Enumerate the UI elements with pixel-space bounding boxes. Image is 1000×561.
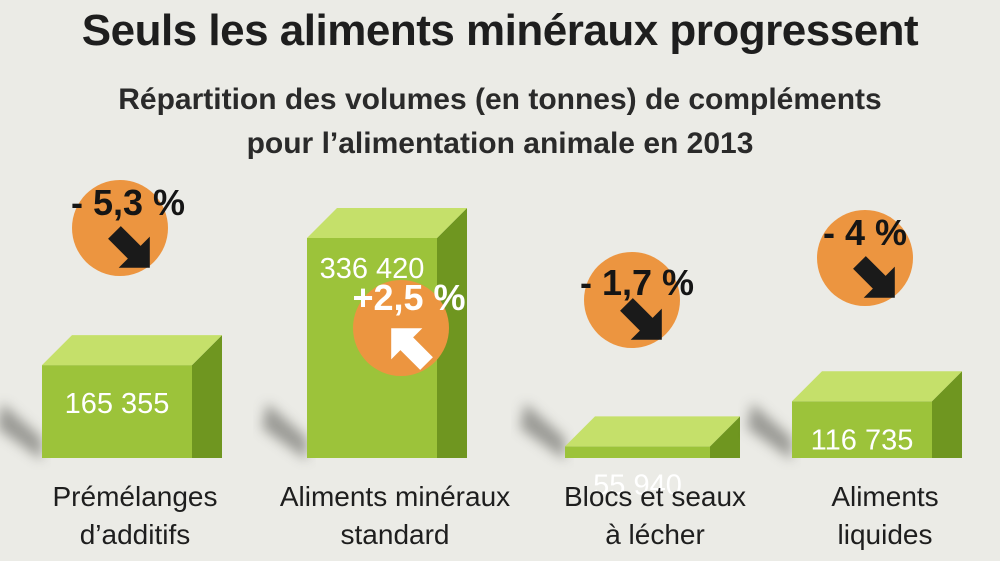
bar xyxy=(792,401,932,458)
change-label: +2,5 % xyxy=(352,277,465,318)
category-label-liquides: Aliments liquides xyxy=(760,478,1000,554)
arrow-shape xyxy=(620,298,662,340)
bar-value-label: 336 420 xyxy=(320,253,425,285)
bar-side xyxy=(192,335,222,458)
bar-side xyxy=(932,371,962,458)
category-label-line: Aliments minéraux xyxy=(279,481,511,512)
bar-value-label: 55 940 xyxy=(593,469,682,501)
category-label-line: standard xyxy=(340,519,450,550)
category-label-line: Prémélanges xyxy=(52,481,218,512)
category-label-line: à lécher xyxy=(605,519,705,550)
category-label-line: liquides xyxy=(837,519,933,550)
bar-value-label: 165 355 xyxy=(65,388,170,420)
change-label: - 1,7 % xyxy=(580,262,694,303)
bar-shadow xyxy=(747,403,792,460)
category-label-mineraux: Aliments minéraux standard xyxy=(270,478,520,554)
subtitle-line-2: pour l’alimentation animale en 2013 xyxy=(246,127,754,160)
category-label-line: Blocs et seaux xyxy=(563,481,747,512)
arrow-down-icon xyxy=(108,226,150,268)
arrow-down-icon xyxy=(853,256,895,298)
bar xyxy=(42,365,192,458)
category-label-line: d’additifs xyxy=(79,519,191,550)
bar-side xyxy=(710,416,740,458)
bar-top xyxy=(792,371,962,402)
bar-top xyxy=(42,335,222,366)
bar-shadow xyxy=(262,403,307,460)
chart-subtitle: Répartition des volumes (en tonnes) de c… xyxy=(0,78,1000,166)
bar-top xyxy=(307,208,467,238)
bar-top xyxy=(565,416,740,447)
arrow-up-icon xyxy=(391,328,433,370)
bar-shadow xyxy=(0,403,42,460)
arrow-down-icon xyxy=(620,298,662,340)
bar-side xyxy=(437,208,467,458)
chart-title: Seuls les aliments minéraux progressent xyxy=(81,6,919,55)
arrow-shape xyxy=(108,226,150,268)
bar-value-label: 116 735 xyxy=(811,424,914,456)
subtitle-line-1: Répartition des volumes (en tonnes) de c… xyxy=(118,83,882,116)
bar xyxy=(565,446,710,458)
category-label-blocs: Blocs et seaux à lécher xyxy=(530,478,780,554)
category-label-line: Aliments xyxy=(831,481,939,512)
bar-shadow xyxy=(520,403,565,460)
category-label-premelanges: Prémélanges d’additifs xyxy=(10,478,260,554)
change-label: - 5,3 % xyxy=(71,182,185,223)
arrow-shape xyxy=(391,328,433,370)
arrow-shape xyxy=(853,256,895,298)
change-label: - 4 % xyxy=(823,212,907,253)
